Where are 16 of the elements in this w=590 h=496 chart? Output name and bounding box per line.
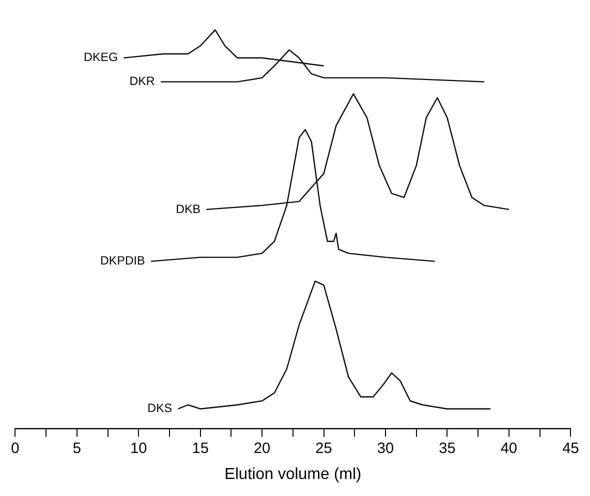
x-tick-label: 0 — [11, 440, 20, 457]
x-tick-label: 45 — [562, 440, 579, 457]
x-tick-label: 15 — [192, 440, 209, 457]
x-tick-label: 40 — [500, 440, 518, 457]
series-label: DKS — [147, 401, 172, 416]
x-tick-label: 30 — [377, 440, 394, 457]
x-tick-label: 20 — [254, 440, 270, 457]
series-label: DKB — [176, 202, 201, 216]
series-label: DKEG — [84, 50, 118, 64]
x-tick-label: 10 — [130, 440, 147, 457]
x-axis-title: Elution volume (ml) — [224, 466, 362, 483]
series-label: DKR — [129, 74, 156, 88]
x-tick-label: 25 — [315, 440, 332, 457]
x-tick-label: 5 — [72, 440, 82, 457]
series-label: DKPDIB — [100, 254, 145, 268]
x-tick-label: 35 — [438, 440, 456, 457]
